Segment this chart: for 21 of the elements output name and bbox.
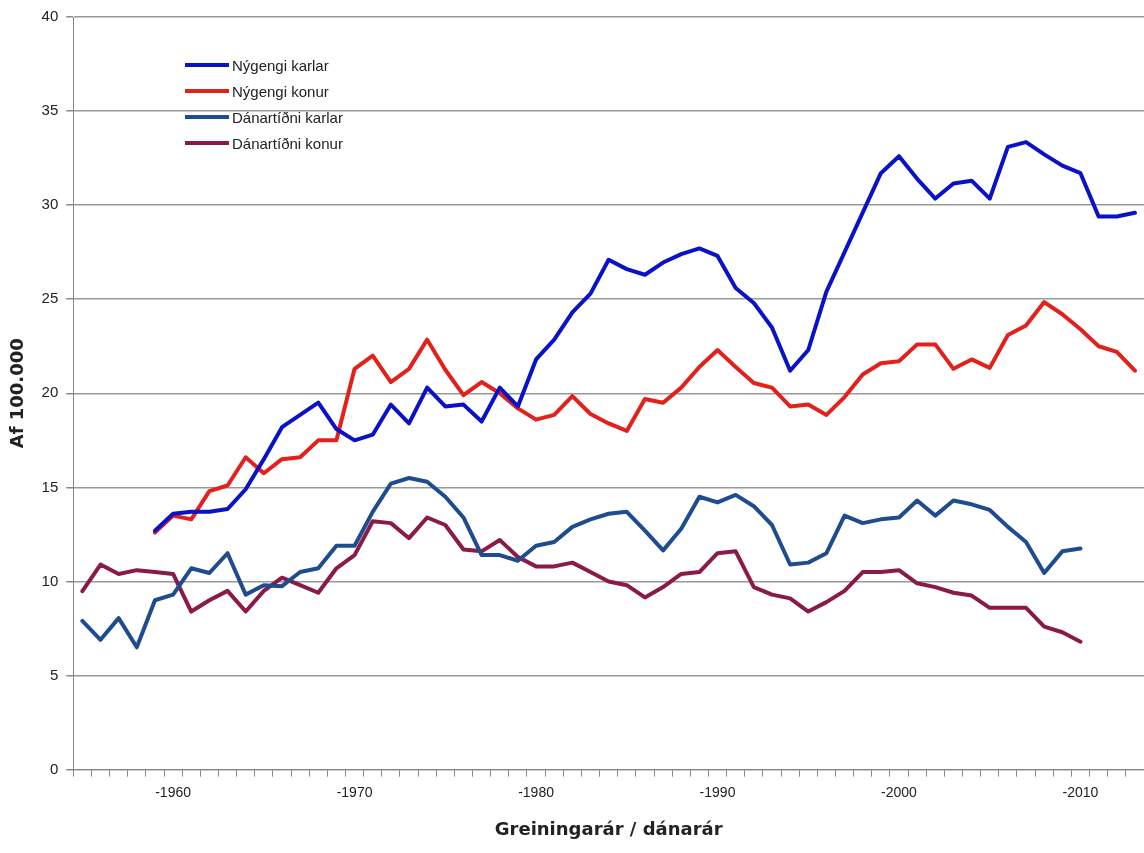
legend-label: Nýgengi konur: [232, 82, 329, 100]
legend-label: Dánartíðni karlar: [232, 108, 343, 126]
y-tick-label: 0: [49, 759, 59, 777]
x-tick-label: -2010: [1062, 783, 1099, 800]
x-tick-label: -1960: [155, 783, 192, 800]
y-tick-label: 35: [41, 101, 59, 119]
y-tick-label: 10: [41, 571, 59, 589]
y-axis-title: Af 100.000: [6, 338, 28, 449]
x-tick-label: -1970: [336, 783, 373, 800]
y-tick-label: 5: [49, 665, 59, 683]
y-tick-label: 15: [41, 477, 59, 495]
y-tick-label: 30: [41, 195, 59, 213]
legend-label: Nýgengi karlar: [232, 56, 329, 74]
x-tick-label: -1990: [699, 783, 736, 800]
y-tick-label: 20: [41, 383, 59, 401]
x-tick-label: -1980: [518, 783, 555, 800]
legend-label: Dánartíðni konur: [232, 134, 343, 152]
x-axis-title: Greiningarár / dánarár: [494, 817, 723, 839]
y-tick-label: 25: [41, 289, 59, 307]
x-tick-label: -2000: [881, 783, 918, 800]
y-tick-label: 40: [41, 7, 59, 25]
